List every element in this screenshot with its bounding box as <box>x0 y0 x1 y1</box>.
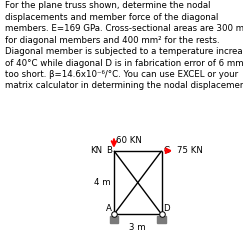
Text: For the plane truss shown, determine the nodal
displacements and member force of: For the plane truss shown, determine the… <box>5 1 243 90</box>
Bar <box>157 216 166 223</box>
Text: B: B <box>106 146 112 155</box>
Text: 4 m: 4 m <box>94 178 110 187</box>
Text: 60 KN: 60 KN <box>115 137 141 145</box>
Text: D: D <box>164 204 170 213</box>
Text: 75 KN: 75 KN <box>177 146 203 155</box>
Text: 3 m: 3 m <box>130 223 146 232</box>
Text: A: A <box>106 204 112 213</box>
Text: C: C <box>164 146 170 155</box>
Bar <box>110 216 118 223</box>
Text: KN: KN <box>90 146 102 155</box>
